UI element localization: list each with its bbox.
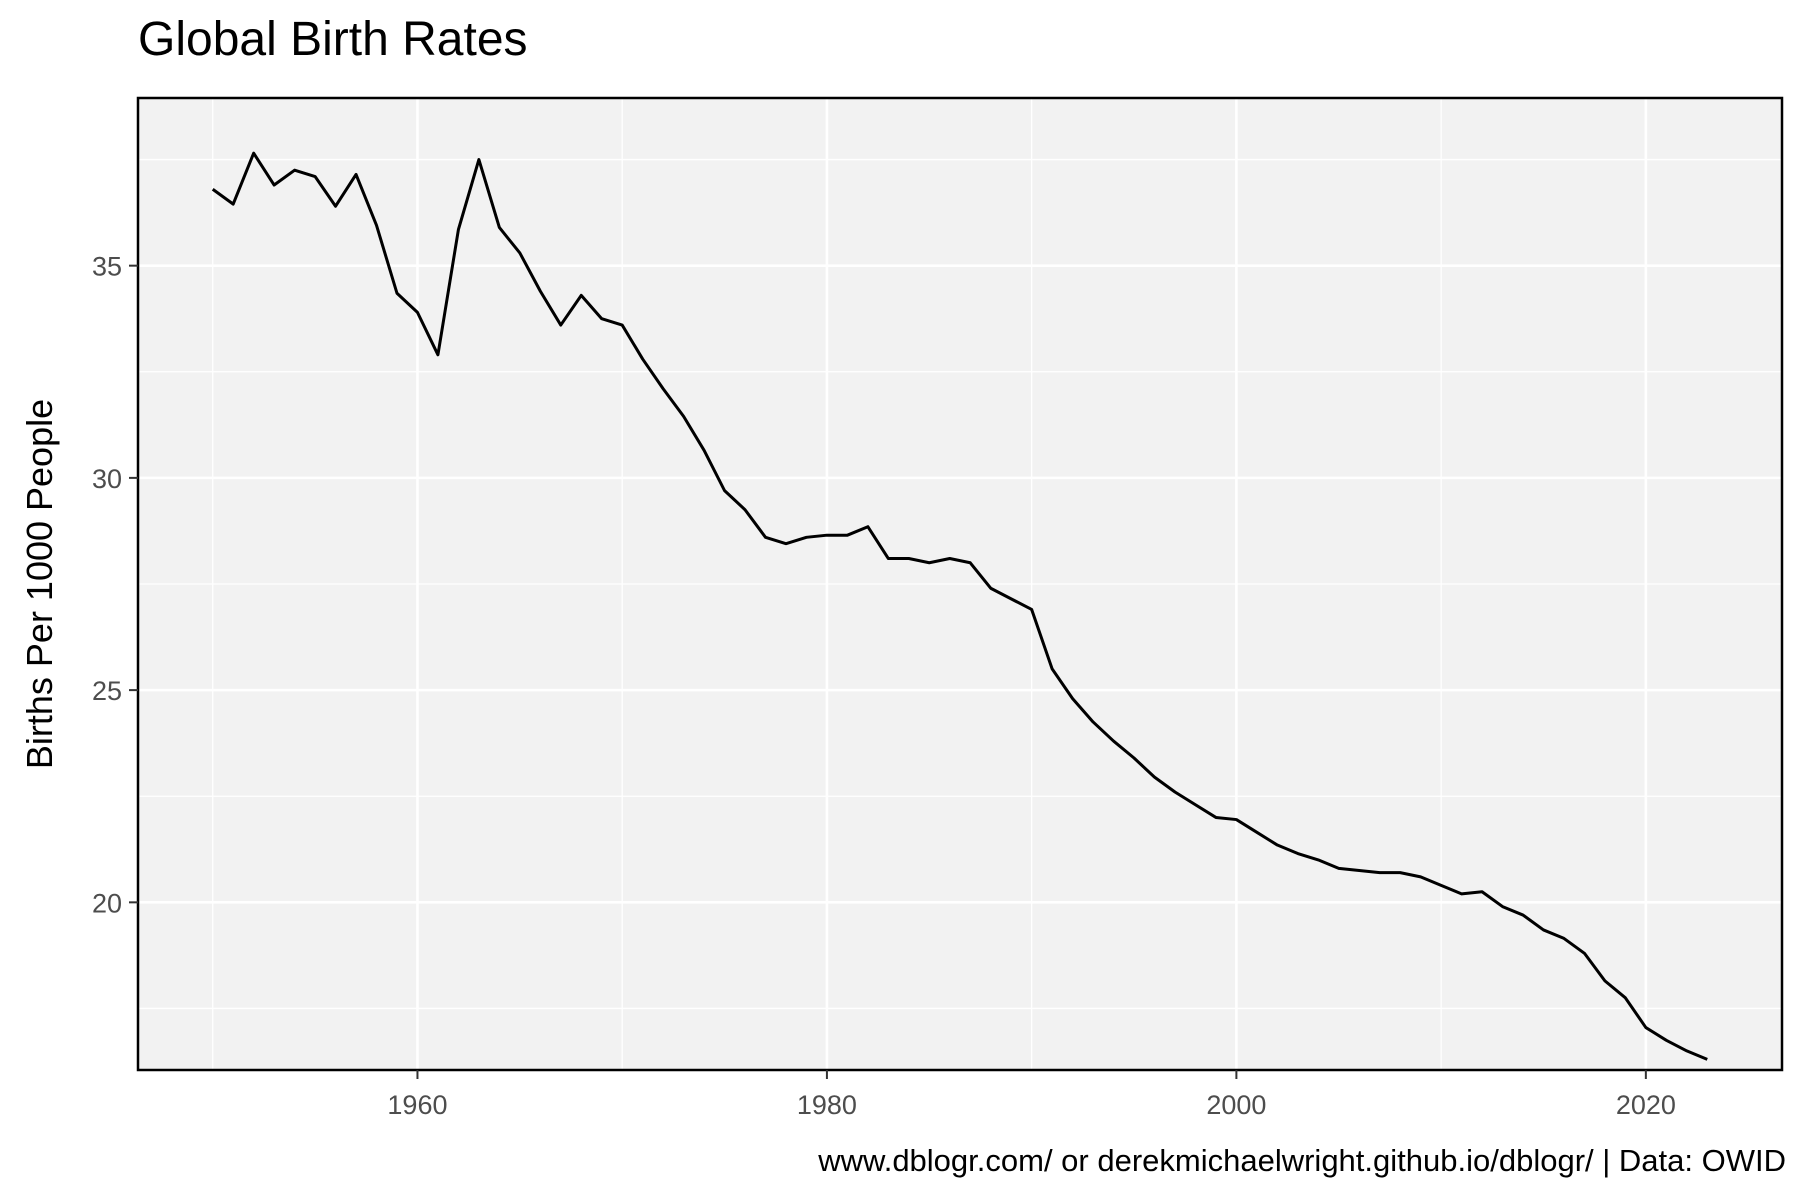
chart-title: Global Birth Rates	[138, 13, 528, 66]
series-line	[211, 151, 1708, 1061]
series-layer	[211, 151, 1708, 1061]
y-tick-label: 35	[92, 252, 122, 282]
y-tick-label: 25	[92, 676, 122, 706]
source-caption: www.dblogr.com/ or derekmichaelwright.gi…	[818, 1143, 1786, 1178]
plot-border	[136, 96, 1784, 1072]
y-tick-label: 20	[92, 888, 122, 918]
x-tick-label: 2020	[1616, 1090, 1676, 1120]
x-tick-label: 1980	[797, 1090, 857, 1120]
grid-lines	[138, 98, 1782, 1070]
x-tick-label: 1960	[387, 1090, 447, 1120]
y-axis-title: Births Per 1000 People	[19, 399, 60, 769]
x-tick-label: 2000	[1206, 1090, 1266, 1120]
y-tick-label: 30	[92, 464, 122, 494]
